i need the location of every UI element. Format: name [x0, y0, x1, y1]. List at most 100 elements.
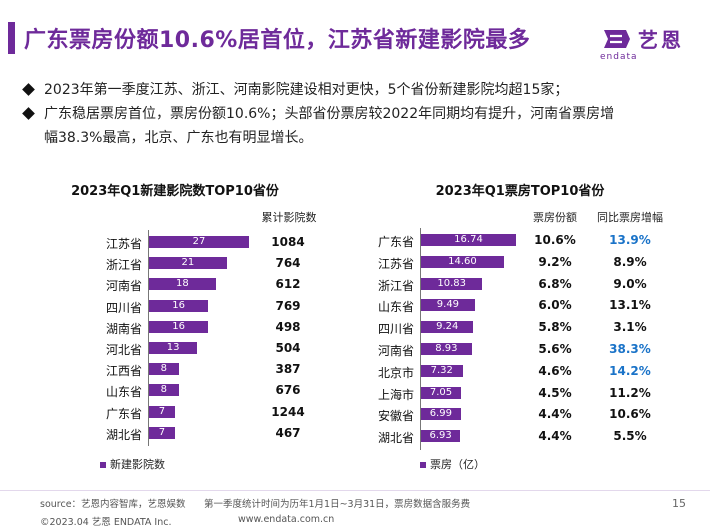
bar-mark [421, 430, 461, 443]
table-value: 14.2% [609, 363, 651, 378]
footer-source: source：艺恩内容智库，艺恩娱数 [40, 499, 186, 510]
table-value: 4.5% [538, 385, 572, 400]
logo-text-en: endata [600, 52, 638, 62]
table-value: 9.2% [538, 254, 572, 269]
bar-mark [149, 342, 198, 354]
legend-label: 新建影院数 [110, 458, 165, 471]
table-value: 6.8% [538, 276, 572, 291]
bar-mark [149, 299, 209, 312]
category-label: 广东省 [105, 406, 142, 421]
bar-value-label: 9.24 [436, 321, 459, 333]
right-chart-title: 2023年Q1票房TOP10省份 [435, 184, 605, 199]
bar-value-label: 8 [160, 384, 167, 396]
table-value: 8.9% [613, 254, 647, 269]
table-value: 13.9% [609, 233, 651, 247]
bullet-text: 广东稳居票房首位，票房份额10.6%；头部省份票房较2022年同期均有提升，河南… [44, 106, 615, 122]
table-value: 9.0% [613, 276, 647, 291]
bar-mark [149, 363, 179, 376]
table-value: 467 [275, 425, 301, 440]
category-label: 广东省 [377, 235, 414, 249]
bar-mark [149, 320, 209, 333]
right-col-header-growth: 同比票房增幅 [597, 211, 663, 224]
bar-mark [149, 257, 227, 270]
bullet-item: 广东稳居票房首位，票房份额10.6%；头部省份票房较2022年同期均有提升，河南… [22, 102, 702, 126]
table-value: 769 [275, 298, 301, 313]
bar-mark [149, 384, 179, 397]
y-axis-line [420, 228, 421, 450]
bar-mark [421, 343, 472, 355]
left-chart-legend: 新建影院数 [100, 456, 165, 472]
bar-value-label: 8.93 [435, 343, 458, 354]
bar-mark [421, 364, 463, 377]
bullet-diamond-icon [22, 107, 35, 120]
category-label: 山东省 [377, 300, 414, 315]
right-col-header-share: 票房份额 [533, 211, 577, 224]
footer-website: www.endata.com.cn [238, 514, 335, 525]
right-chart-legend: 票房（亿） [420, 456, 485, 472]
table-value: 5.6% [538, 342, 572, 356]
bar-mark [421, 234, 516, 246]
table-value: 3.1% [613, 320, 647, 335]
footer-divider [0, 490, 710, 491]
category-label: 江西省 [105, 364, 142, 379]
category-label: 河南省 [105, 279, 142, 294]
table-value: 10.6% [609, 407, 651, 422]
bar-value-label: 7 [158, 426, 166, 438]
bullet-item: 2023年第一季度江苏、浙江、河南影院建设相对更快，5个省份新建影院均超15家； [22, 78, 702, 102]
logo-text-cn: 艺恩 [638, 28, 684, 52]
category-label: 北京市 [377, 365, 414, 380]
bullet-diamond-icon [22, 83, 35, 96]
bar-mark [149, 426, 175, 439]
category-label: 湖南省 [105, 321, 142, 336]
legend-label: 票房（亿） [430, 458, 485, 471]
table-value: 13.1% [609, 298, 651, 313]
logo-icon [604, 30, 630, 48]
bar-value-label: 6.93 [429, 430, 452, 442]
bar-value-label: 13 [166, 342, 180, 353]
category-label: 江苏省 [377, 256, 414, 271]
bar-mark [421, 299, 475, 312]
table-value: 5.8% [538, 320, 572, 335]
legend-swatch [100, 462, 106, 468]
table-value: 4.6% [538, 363, 572, 378]
bar-value-label: 21 [181, 257, 195, 269]
bar-mark [149, 236, 249, 248]
legend-swatch [420, 462, 426, 468]
left-col-header-cumulative: 累计影院数 [261, 211, 317, 224]
category-label: 山东省 [105, 385, 142, 400]
table-value: 1244 [271, 404, 305, 419]
bar-value-label: 7.05 [429, 386, 453, 398]
table-value: 498 [275, 319, 301, 334]
bullet-item-continuation: 幅38.3%最高，北京、广东也有明显增长。 [22, 126, 702, 150]
bar-value-label: 16 [172, 299, 185, 311]
table-value: 612 [275, 277, 301, 292]
category-label: 安徽省 [377, 409, 414, 424]
table-value: 4.4% [538, 429, 572, 444]
y-axis-line [148, 230, 149, 446]
bar-mark [421, 386, 461, 399]
category-label: 河北省 [105, 343, 142, 357]
footer-copyright: ©2023.04 艺恩 ENDATA Inc. [40, 517, 172, 528]
category-label: 湖北省 [377, 431, 414, 446]
bar-value-label: 6.99 [429, 408, 452, 420]
bar-value-label: 16 [172, 320, 185, 332]
bar-value-label: 9.49 [436, 299, 460, 311]
category-label: 湖北省 [105, 427, 142, 442]
bar-value-label: 7 [158, 405, 166, 417]
category-label: 河南省 [377, 344, 414, 358]
category-label: 上海市 [377, 387, 414, 402]
table-value: 387 [275, 362, 301, 377]
category-label: 江苏省 [105, 237, 142, 251]
bar-mark [421, 277, 483, 290]
bar-value-label: 27 [192, 236, 206, 247]
table-value: 6.0% [538, 298, 572, 313]
summary-bullets: 2023年第一季度江苏、浙江、河南影院建设相对更快，5个省份新建影院均超15家；… [22, 78, 702, 150]
bar-mark [149, 278, 216, 291]
endata-logo: 艺恩 endata [600, 20, 690, 64]
title-accent-bar [8, 22, 15, 54]
footer-note: 第一季度统计时间为历年1月1日~3月31日，票房数据含服务费 [204, 499, 471, 510]
bar-mark [421, 321, 474, 334]
bar-value-label: 8 [160, 363, 167, 375]
table-value: 4.4% [538, 407, 572, 422]
bar-mark [421, 408, 461, 421]
